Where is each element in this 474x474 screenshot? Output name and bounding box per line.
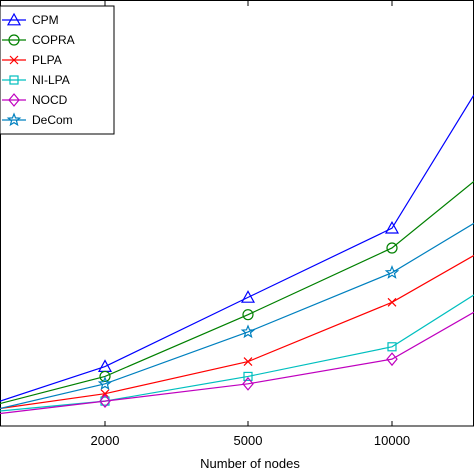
legend-label: PLPA [32, 53, 62, 67]
data-point [97, 376, 113, 391]
x-tick-label: 5000 [234, 433, 263, 448]
legend-label: COPRA [32, 33, 75, 47]
data-point [100, 396, 110, 406]
legend-label: CPM [32, 13, 59, 27]
legend-marker [6, 112, 22, 127]
legend-label: DeCom [32, 113, 73, 127]
legend-marker [9, 75, 19, 85]
x-ticks: 2000 5000 10000 [0, 1, 474, 448]
legend-marker [6, 12, 22, 26]
data-point [384, 265, 400, 279]
data-point [100, 389, 110, 399]
series-lines [0, 94, 474, 415]
data-point [386, 242, 398, 254]
data-point [99, 394, 111, 409]
series-line-ni-lpa [0, 294, 474, 412]
data-point [243, 357, 253, 367]
data-point [384, 220, 400, 234]
legend-label: NOCD [32, 93, 68, 107]
series-markers [97, 220, 400, 409]
series-line-copra [0, 180, 474, 405]
series-line-nocd [0, 311, 474, 415]
data-point [387, 342, 397, 352]
legend-marker [9, 55, 19, 65]
legend-marker [8, 34, 20, 46]
legend-marker [8, 93, 20, 107]
data-point [242, 376, 254, 391]
data-point [386, 352, 398, 367]
series-line-decom [0, 222, 474, 410]
data-point [240, 290, 256, 303]
data-point [99, 370, 111, 383]
x-axis-label: Number of nodes [200, 456, 300, 471]
legend: CPM COPRA PLPA NI-LPA NOCD DeCom [0, 5, 115, 135]
series-line-cpm [0, 94, 474, 402]
legend-box [0, 5, 115, 135]
x-tick-label: 2000 [91, 433, 120, 448]
data-point [242, 309, 254, 321]
data-point [387, 297, 397, 307]
x-tick-label: 10000 [374, 433, 410, 448]
data-point [243, 371, 253, 382]
legend-label: NI-LPA [32, 73, 70, 87]
data-point [240, 324, 256, 339]
